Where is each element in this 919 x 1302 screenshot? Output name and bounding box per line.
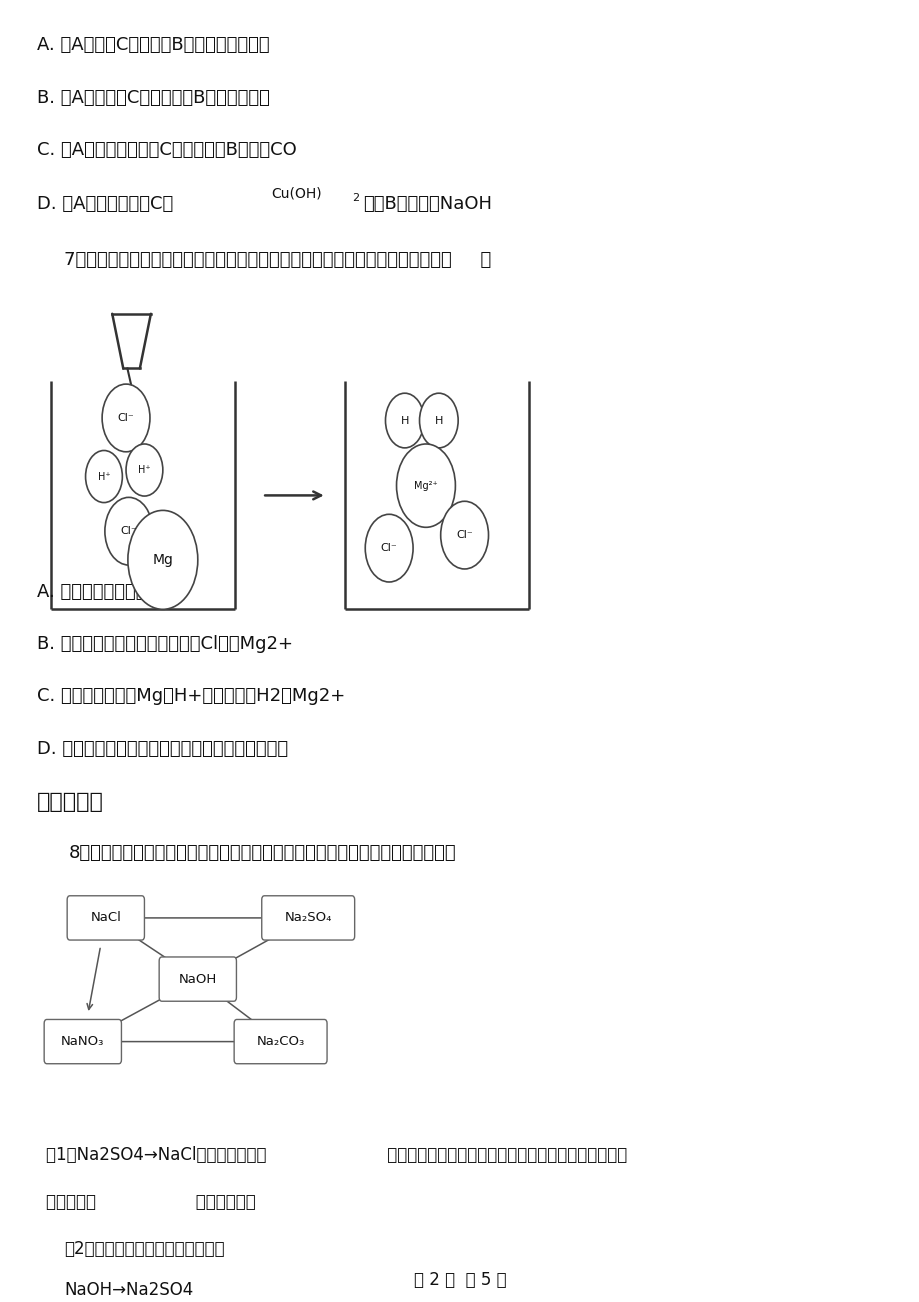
Text: Cu(OH): Cu(OH) — [271, 186, 322, 201]
Text: Cl⁻: Cl⁻ — [118, 413, 134, 423]
Text: D. 若A为蓝色溶液，C为: D. 若A为蓝色溶液，C为 — [37, 195, 173, 214]
Text: NaOH→Na2SO4: NaOH→Na2SO4 — [64, 1281, 193, 1299]
Text: Na₂CO₃: Na₂CO₃ — [256, 1035, 304, 1048]
Text: Cl⁻: Cl⁻ — [120, 526, 137, 536]
Circle shape — [365, 514, 413, 582]
Text: Cl⁻: Cl⁻ — [380, 543, 397, 553]
Text: H: H — [434, 415, 443, 426]
Circle shape — [105, 497, 153, 565]
Text: 8．有五种化合物，它们两两之间发生的某些转化关系如下图箭头所示。请回答：: 8．有五种化合物，它们两两之间发生的某些转化关系如下图箭头所示。请回答： — [69, 844, 456, 862]
Text: NaOH: NaOH — [178, 973, 217, 986]
Circle shape — [85, 450, 122, 503]
Text: H: H — [400, 415, 409, 426]
Text: 7．如图是盐酸溶液与镁恰好完全反应的微观示意图，由此得出的结论错误的是（     ）: 7．如图是盐酸溶液与镁恰好完全反应的微观示意图，由此得出的结论错误的是（ ） — [64, 251, 491, 270]
Text: B. 反应后溶液中存在的微粒只有Cl－和Mg2+: B. 反应后溶液中存在的微粒只有Cl－和Mg2+ — [37, 635, 292, 654]
FancyBboxPatch shape — [234, 1019, 327, 1064]
Circle shape — [396, 444, 455, 527]
Text: Cl⁻: Cl⁻ — [456, 530, 472, 540]
Circle shape — [440, 501, 488, 569]
Text: C. 该反应的实质是Mg和H+反应，生成H2和Mg2+: C. 该反应的实质是Mg和H+反应，生成H2和Mg2+ — [37, 687, 345, 706]
Text: Mg: Mg — [153, 553, 173, 566]
Circle shape — [126, 444, 163, 496]
Circle shape — [385, 393, 424, 448]
FancyBboxPatch shape — [159, 957, 236, 1001]
Text: NaCl: NaCl — [90, 911, 121, 924]
Text: 二、填空题: 二、填空题 — [37, 792, 104, 811]
Text: A. 若A为酸，C为水，则B一定为金属氧化物: A. 若A为酸，C为水，则B一定为金属氧化物 — [37, 36, 269, 55]
Text: A. 该反应属于置换反应: A. 该反应属于置换反应 — [37, 583, 157, 602]
Text: 2: 2 — [352, 193, 359, 203]
Circle shape — [102, 384, 150, 452]
Text: D. 硫酸溶液与镁恰好完全反应的实质与该反应相同: D. 硫酸溶液与镁恰好完全反应的实质与该反应相同 — [37, 740, 288, 758]
Text: 条件之一是                   （填一种）。: 条件之一是 （填一种）。 — [46, 1193, 255, 1211]
FancyBboxPatch shape — [67, 896, 144, 940]
FancyBboxPatch shape — [44, 1019, 121, 1064]
Text: H⁺: H⁺ — [97, 471, 110, 482]
Text: Na₂SO₄: Na₂SO₄ — [284, 911, 332, 924]
Circle shape — [128, 510, 198, 609]
Text: C. 若A为金属氧化物，C为金属，则B一定为CO: C. 若A为金属氧化物，C为金属，则B一定为CO — [37, 141, 296, 159]
Text: （1）Na2SO4→NaCl的转化反应属于                       （填基本反应类型）；这一类型反应能发生必须具备的: （1）Na2SO4→NaCl的转化反应属于 （填基本反应类型）；这一类型反应能发… — [46, 1146, 627, 1164]
Circle shape — [419, 393, 458, 448]
FancyBboxPatch shape — [262, 896, 355, 940]
Text: NaNO₃: NaNO₃ — [61, 1035, 105, 1048]
Text: 第 2 页  共 5 页: 第 2 页 共 5 页 — [414, 1271, 505, 1289]
Text: H⁺: H⁺ — [138, 465, 151, 475]
Text: （2）写出下列转化的化学方程式：: （2）写出下列转化的化学方程式： — [64, 1240, 225, 1258]
Text: Mg²⁺: Mg²⁺ — [414, 480, 437, 491]
Text: ，则B不一定为NaOH: ，则B不一定为NaOH — [363, 195, 492, 214]
Text: B. 若A为锌粒，C为氢气，则B一定为稀硫酸: B. 若A为锌粒，C为氢气，则B一定为稀硫酸 — [37, 89, 269, 107]
